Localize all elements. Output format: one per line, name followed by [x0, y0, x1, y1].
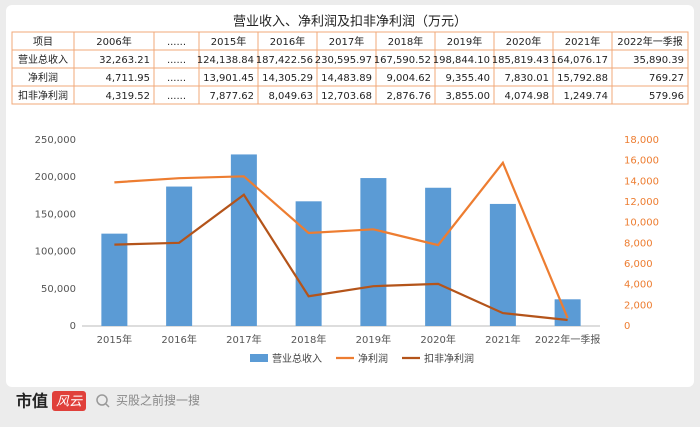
bar	[425, 187, 452, 326]
x-tick-label: 2015年	[97, 333, 132, 346]
table-text: 32,263.21	[99, 55, 150, 66]
table-header-cell: 项目	[33, 36, 53, 48]
table-text: 1,249.74	[563, 91, 608, 102]
table-header-cell: 2016年	[270, 35, 305, 48]
table-text: 7,877.62	[209, 91, 254, 102]
table-text: 13,901.45	[203, 73, 254, 84]
table-text: 164,076.17	[551, 55, 608, 66]
table-text: 净利润	[28, 71, 58, 84]
y2-tick-label: 14,000	[624, 176, 659, 187]
table-text: 15,792.88	[557, 73, 608, 84]
table-header-cell: 2017年	[329, 35, 364, 48]
x-tick-label: 2019年	[356, 333, 391, 346]
table-header-cell: ......	[167, 37, 186, 48]
legend-label: 营业总收入	[272, 352, 322, 365]
y2-tick-label: 4,000	[624, 280, 653, 291]
table-text: 35,890.39	[633, 55, 684, 66]
table-text: 579.96	[649, 91, 684, 102]
table-text: 4,319.52	[105, 91, 150, 102]
x-tick-label: 2022年一季报	[535, 333, 600, 346]
bar	[101, 233, 128, 326]
x-tick-label: 2016年	[161, 333, 196, 346]
table-header-cell: 2021年	[565, 35, 600, 48]
y2-tick-label: 10,000	[624, 218, 659, 229]
chart-title: 营业收入、净利润及扣非净利润（万元）	[233, 15, 467, 30]
bar	[166, 186, 193, 326]
table-text: ......	[167, 91, 186, 102]
legend-label: 净利润	[358, 352, 388, 365]
table-text: 187,422.56	[256, 55, 313, 66]
y-tick-label: 250,000	[35, 135, 76, 146]
table-text: 769.27	[649, 73, 684, 84]
y2-tick-label: 0	[624, 321, 630, 332]
bar	[230, 154, 257, 326]
x-tick-label: 2017年	[226, 333, 261, 346]
table-cell	[611, 85, 689, 105]
table-header-cell: 2022年一季报	[617, 35, 682, 48]
table-text: 4,711.95	[105, 73, 150, 84]
table-text: 9,355.40	[445, 73, 490, 84]
legend-label: 扣非净利润	[424, 352, 474, 365]
y-tick-label: 150,000	[35, 209, 76, 220]
bar	[554, 299, 581, 326]
y-tick-label: 100,000	[35, 247, 76, 258]
bar	[489, 203, 516, 326]
search-icon	[96, 394, 108, 406]
line	[114, 160, 569, 319]
table-header-cell: 2006年	[96, 35, 131, 48]
x-tick-label: 2020年	[420, 333, 455, 346]
line	[114, 193, 568, 322]
y2-tick-label: 6,000	[624, 259, 653, 270]
table-header-cell: 2020年	[506, 35, 541, 48]
x-tick-label: 2021年	[485, 333, 520, 346]
table-text: 124,138.84	[197, 55, 254, 66]
table-header-cell: 2015年	[211, 35, 246, 48]
slogan: 买股之前搜一搜	[116, 393, 200, 408]
table-text: 185,819.43	[492, 55, 549, 66]
table-text: 7,830.01	[504, 73, 549, 84]
table-text: ......	[167, 73, 186, 84]
table-text: ......	[167, 55, 186, 66]
table-text: 3,855.00	[445, 91, 490, 102]
table-header-cell: 2019年	[447, 35, 482, 48]
table-text: 230,595.97	[315, 55, 372, 66]
table-text: 198,844.10	[433, 55, 490, 66]
bar	[360, 178, 387, 326]
y-tick-label: 50,000	[41, 284, 76, 295]
brand-mark: 风云	[56, 395, 83, 410]
table-text: 营业总收入	[18, 53, 68, 66]
legend-swatch	[250, 354, 268, 362]
x-tick-label: 2018年	[291, 333, 326, 346]
y2-tick-label: 2,000	[624, 300, 653, 311]
table-text: 8,049.63	[268, 91, 313, 102]
table-text: 167,590.52	[374, 55, 431, 66]
table-text: 2,876.76	[386, 91, 431, 102]
table-text: 9,004.62	[386, 73, 431, 84]
table-text: 4,074.98	[504, 91, 549, 102]
table-text: 扣非净利润	[18, 89, 68, 102]
brand: 市值	[16, 392, 48, 411]
table-text: 12,703.68	[321, 91, 372, 102]
y2-tick-label: 16,000	[624, 156, 659, 167]
search-icon	[105, 403, 110, 408]
table-text: 14,305.29	[262, 73, 313, 84]
y2-tick-label: 12,000	[624, 197, 659, 208]
y-tick-label: 0	[70, 321, 76, 332]
y2-tick-label: 8,000	[624, 238, 653, 249]
brand-mark-box	[52, 391, 86, 411]
bar	[295, 201, 322, 326]
table-header-cell: 2018年	[388, 35, 423, 48]
y-tick-label: 200,000	[35, 172, 76, 183]
y2-tick-label: 18,000	[624, 135, 659, 146]
table-text: 14,483.89	[321, 73, 372, 84]
